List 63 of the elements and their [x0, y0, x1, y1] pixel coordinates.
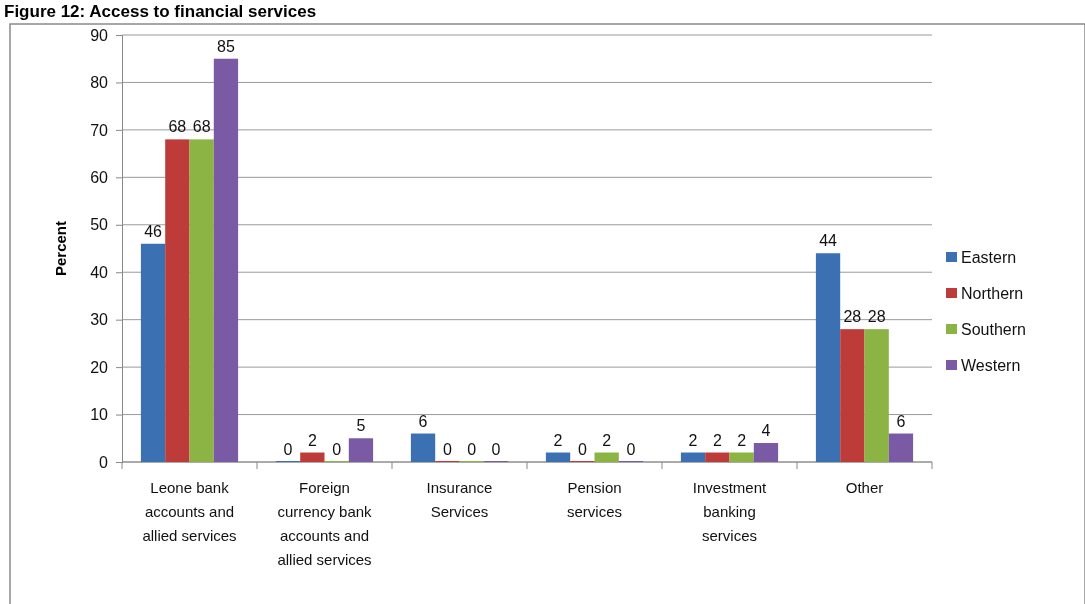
x-tick-label: Pension services	[566, 479, 623, 520]
x-tick-label: Foreign currency bank accounts and allied services	[277, 479, 373, 568]
data-label: 0	[467, 441, 477, 458]
data-label: 2	[688, 431, 698, 449]
bar	[753, 443, 779, 462]
x-tick-label: Other	[845, 479, 884, 496]
legend-label: Southern	[961, 321, 1026, 338]
y-tick-label: 50	[90, 216, 109, 234]
data-label: 28	[843, 308, 862, 326]
legend-label: Northern	[961, 285, 1024, 302]
bar	[348, 438, 374, 462]
data-label: 2	[602, 431, 612, 449]
data-label: 2	[553, 431, 563, 449]
y-axis-title: Percent	[52, 220, 69, 277]
legend-label: Eastern	[961, 249, 1017, 266]
data-label: 6	[418, 412, 428, 430]
data-label: 0	[577, 441, 587, 458]
data-label: 68	[192, 118, 211, 136]
y-tick-label: 10	[90, 406, 109, 424]
bar	[189, 139, 214, 462]
bar	[840, 329, 865, 462]
y-tick-label: 0	[99, 453, 109, 471]
bar	[594, 452, 619, 462]
y-tick-label: 40	[90, 263, 109, 281]
data-label: 85	[217, 37, 235, 55]
data-label: 5	[356, 417, 366, 435]
bar	[140, 243, 166, 462]
x-tick-label: Investment banking services	[692, 479, 768, 544]
y-tick-label: 30	[90, 311, 109, 329]
data-label: 0	[332, 441, 342, 458]
y-tick-label: 20	[90, 358, 109, 376]
data-label: 0	[626, 441, 636, 458]
bar	[410, 433, 436, 462]
chart-title: Figure 12: Access to financial services	[4, 2, 317, 21]
y-tick-label: 60	[90, 168, 109, 186]
data-label: 28	[867, 308, 886, 326]
bar	[545, 452, 571, 462]
bar	[165, 139, 190, 462]
y-tick-label: 80	[90, 74, 109, 92]
data-label: 0	[283, 441, 293, 458]
data-label: 0	[442, 441, 452, 458]
bar	[864, 329, 889, 462]
data-label: 44	[819, 232, 838, 250]
data-label: 68	[168, 118, 187, 136]
data-label: 2	[737, 431, 747, 449]
y-tick-label: 70	[90, 121, 109, 139]
data-label: 2	[307, 431, 317, 449]
data-label: 2	[712, 431, 722, 449]
x-tick-label: Leone bank accounts and allied services	[142, 479, 237, 544]
x-tick-label: Insurance Services	[426, 479, 493, 520]
data-label: 6	[896, 412, 906, 430]
bar	[300, 452, 325, 462]
bar	[888, 433, 914, 462]
bar	[680, 452, 706, 462]
data-label: 4	[761, 422, 771, 440]
bar	[815, 253, 841, 462]
legend-label: Western	[961, 357, 1021, 374]
y-tick-label: 90	[90, 26, 109, 44]
bar	[729, 452, 754, 462]
data-label: 0	[491, 441, 501, 458]
data-label: 46	[144, 222, 163, 240]
bar	[705, 452, 730, 462]
bar	[213, 58, 239, 462]
